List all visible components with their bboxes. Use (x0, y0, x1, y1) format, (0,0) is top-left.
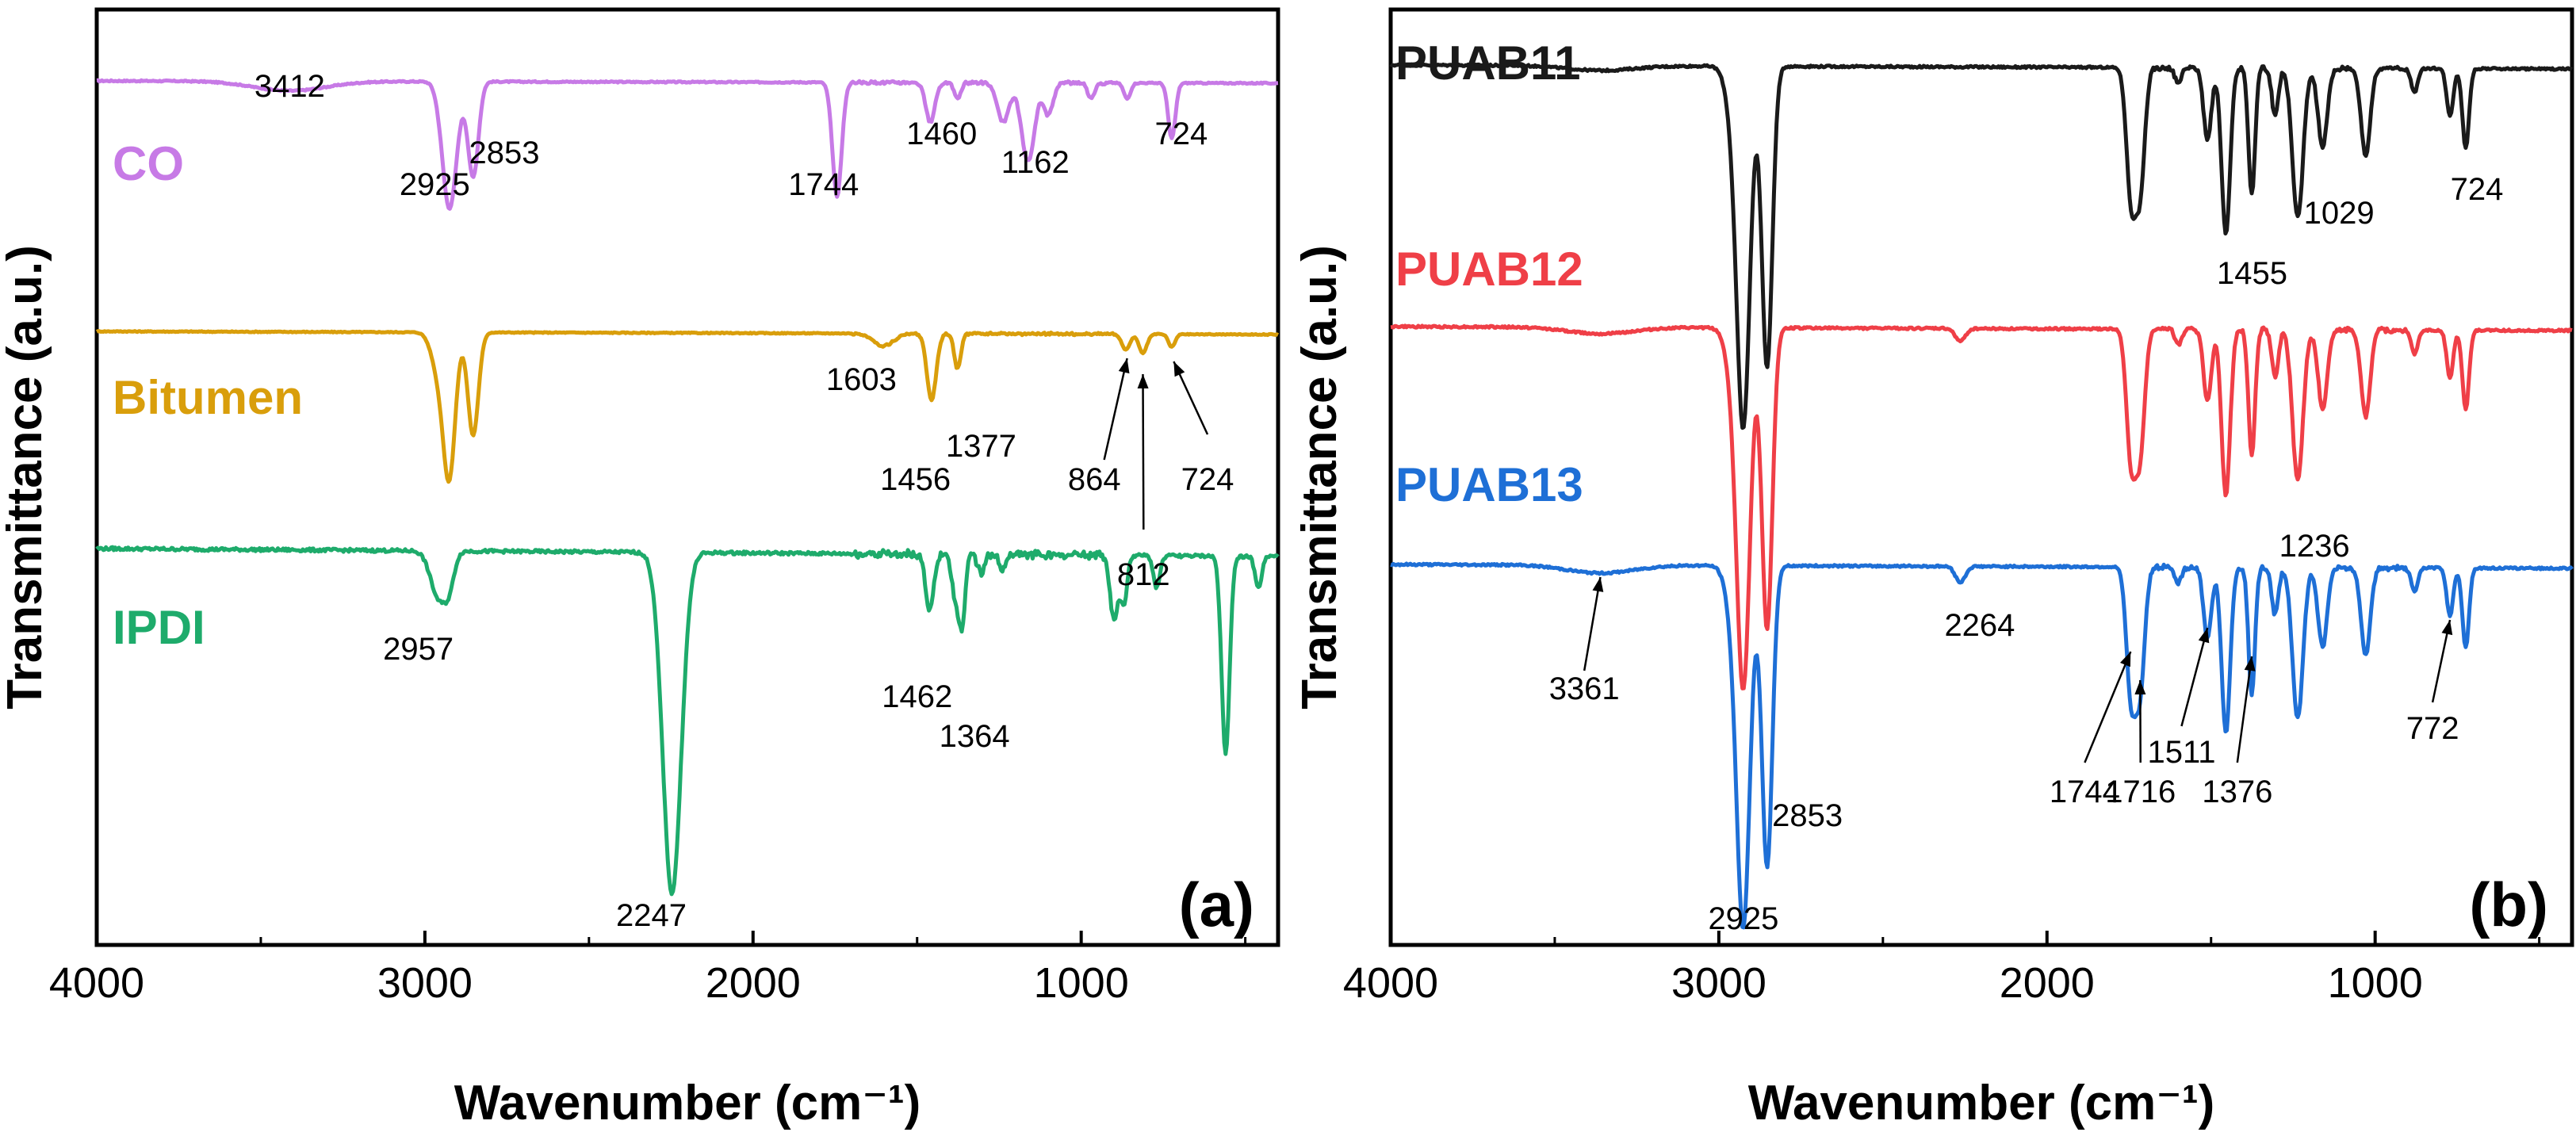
peak-label: 2247 (616, 898, 687, 933)
x-tick-label: 4000 (49, 959, 144, 1007)
peak-label: 724 (1155, 117, 1208, 151)
peak-label: 2264 (1944, 608, 2015, 643)
series-name-co: CO (113, 137, 184, 190)
panel-b-series (1389, 62, 2574, 930)
peak-label: 772 (2406, 711, 2459, 746)
panel-a-ticks: 4000 3000 2000 1000 (49, 931, 1247, 1007)
annotation-arrow (2236, 656, 2253, 763)
peak-label: 3361 (1549, 671, 1620, 706)
annotation-arrowhead (1118, 358, 1130, 374)
series-line-puab13 (1390, 561, 2574, 930)
annotation-arrowhead (2441, 620, 2453, 636)
peak-label: 864 (1068, 462, 1121, 497)
peak-label: 1716 (2105, 775, 2176, 809)
peak-label: 1236 (2279, 529, 2350, 564)
annotation-arrowhead (1137, 374, 1149, 388)
annotation-arrow (1583, 576, 1602, 671)
panel-b-peak-labels: PUAB11 1455 1029 724 PUAB12 1236 PUAB13 3361 226… (1395, 36, 2503, 936)
series-name-bitumen: Bitumen (113, 371, 303, 424)
series-line-puab11 (1389, 62, 2574, 430)
peak-label: 724 (2451, 172, 2504, 207)
panel-a: Transmittance (a.u.) Wavenumber (cm⁻¹) (… (0, 7, 1280, 1130)
peak-label: 1603 (826, 362, 897, 397)
annotation-arrow (2084, 651, 2132, 763)
series-name-ipdi: IPDI (113, 601, 205, 654)
x-tick-label: 1000 (1034, 959, 1129, 1007)
series-name-puab11: PUAB11 (1395, 36, 1580, 90)
x-tick-label: 3000 (1671, 959, 1766, 1007)
series-name-puab13: PUAB13 (1395, 458, 1583, 511)
series-line-ipdi (95, 545, 1280, 897)
peak-label: 1364 (940, 719, 1010, 754)
peak-label: 1376 (2202, 775, 2272, 809)
panel-b-frame (1388, 7, 2574, 947)
peak-label: 1744 (788, 167, 859, 202)
peak-label: 1460 (906, 117, 977, 151)
x-tick-label: 1000 (2328, 959, 2423, 1007)
panel-b-tag: (b) (2469, 870, 2548, 939)
series-line-bitumen (95, 329, 1280, 484)
annotation-arrowhead (1173, 361, 1185, 377)
peak-label: 1377 (946, 429, 1016, 464)
peak-label: 2925 (400, 167, 470, 202)
x-tick-label: 2000 (706, 959, 801, 1007)
series-line-puab12 (1390, 323, 2573, 690)
peak-label: 3412 (255, 69, 325, 104)
panel-b-ticks: 4000 3000 2000 1000 (1343, 931, 2541, 1007)
panel-a-series (95, 78, 1280, 897)
annotation-arrowhead (2134, 680, 2146, 694)
peak-label: 812 (1117, 557, 1170, 592)
annotation-arrow (2180, 627, 2209, 727)
x-tick-label: 4000 (1343, 959, 1438, 1007)
panel-b: Transmittance (a.u.) Wavenumber (cm⁻¹) (… (1292, 7, 2574, 1130)
series-line-co (96, 78, 1279, 211)
peak-label: 1511 (2147, 735, 2215, 770)
peak-label: 2957 (383, 632, 454, 667)
peak-label: 2853 (469, 136, 540, 170)
annotation-arrowhead (1592, 577, 1604, 592)
peak-label: 1162 (1001, 145, 1070, 180)
peak-label: 1462 (882, 679, 952, 714)
x-tick-label: 2000 (2000, 959, 2095, 1007)
peak-label: 2853 (1772, 798, 1843, 833)
peak-label: 724 (1181, 462, 1234, 497)
peak-label: 2925 (1708, 901, 1778, 936)
panel-a-frame (94, 7, 1280, 947)
panel-a-ylabel: Transmittance (a.u.) (0, 245, 52, 710)
peak-label: 1456 (880, 462, 951, 497)
panel-b-xlabel: Wavenumber (cm⁻¹) (1748, 1076, 2215, 1130)
panel-a-xlabel: Wavenumber (cm⁻¹) (454, 1076, 921, 1130)
annotation-arrowhead (2198, 628, 2210, 644)
annotation-arrowhead (2244, 656, 2256, 671)
annotation-arrow (1103, 358, 1128, 461)
peak-label: 1455 (2217, 256, 2287, 291)
panel-a-tag: (a) (1179, 870, 1254, 939)
peak-label: 1029 (2304, 196, 2375, 231)
series-name-puab12: PUAB12 (1395, 243, 1583, 296)
peak-label: 1744 (2050, 775, 2120, 809)
panel-b-ylabel: Transmittance (a.u.) (1292, 245, 1347, 710)
annotation-arrowhead (2120, 652, 2131, 667)
x-tick-label: 3000 (377, 959, 473, 1007)
